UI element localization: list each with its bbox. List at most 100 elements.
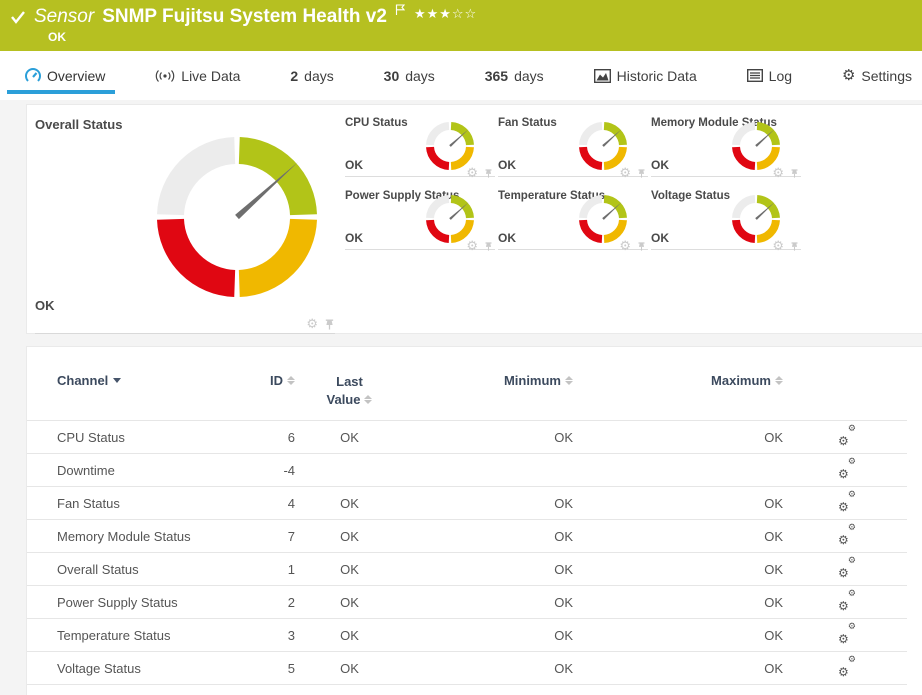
channel-maximum: OK [764,594,783,610]
tab-label: Settings [861,67,912,84]
channel-id: 4 [287,495,295,511]
pin-icon[interactable] [484,241,493,252]
channel-minimum [402,454,577,487]
pin-icon[interactable] [790,241,799,252]
column-header-maximum[interactable]: Maximum [577,373,787,421]
gauge-icon [25,67,41,82]
gauge-needle [602,202,622,220]
gauge-settings-icon[interactable]: ⚙ [306,317,318,332]
broadcast-icon [155,69,175,82]
channel-settings-icon[interactable]: ⚙ ⚙ [838,423,856,448]
table-row: Downtime -4 ⚙ ⚙ [27,453,907,487]
channel-name[interactable]: Power Supply Status [57,594,178,610]
table-header-row: Channel ID Last Value Minimum Maximum [27,373,907,421]
tab-label: Historic Data [616,67,697,84]
column-header-id[interactable]: ID [237,373,297,421]
channel-settings-icon[interactable]: ⚙ ⚙ [838,621,856,646]
tab-30-days[interactable]: 30 days [382,51,437,100]
channel-id: 3 [287,627,295,643]
channel-name[interactable]: Temperature Status [57,627,171,643]
tab-overview[interactable]: Overview [6,51,116,100]
overall-gauge-value: OK [35,298,55,313]
channel-id: 1 [287,561,295,577]
channel-maximum: OK [764,627,783,643]
table-row: Temperature Status 3 OK OK OK ⚙ ⚙ [27,618,907,652]
gauge-settings-icon[interactable]: ⚙ [772,166,784,181]
tab-settings[interactable]: ⚙ Settings [840,51,914,100]
channel-settings-icon[interactable]: ⚙ ⚙ [838,555,856,580]
overall-status-gauge [157,137,317,297]
channel-id: -4 [283,462,295,478]
pin-icon[interactable] [637,168,646,179]
channels-panel: Channel ID Last Value Minimum Maximum CP… [27,347,922,695]
column-header-last-value[interactable]: Last Value [297,373,402,421]
pin-icon[interactable] [637,241,646,252]
mini-gauge-temperature-status: Temperature Status OK ⚙ [498,185,648,254]
channel-id: 6 [287,429,295,445]
channel-settings-icon[interactable]: ⚙ ⚙ [838,489,856,514]
mini-gauges-grid: CPU Status OK ⚙ Fan Status [345,112,801,254]
mini-status-gauge [579,122,627,170]
tab-label: days [514,67,544,84]
column-header-minimum[interactable]: Minimum [402,373,577,421]
channel-maximum: OK [764,429,783,445]
gauge-settings-icon[interactable]: ⚙ [466,166,478,181]
gauge-settings-icon[interactable]: ⚙ [466,239,478,254]
table-row: Memory Module Status 7 OK OK OK ⚙ ⚙ [27,519,907,553]
channel-name[interactable]: Memory Module Status [57,528,191,544]
tab-2-days[interactable]: 2 days [288,51,335,100]
mini-gauge-title: Temperature Status [498,190,606,202]
tab-365-days[interactable]: 365 days [483,51,546,100]
pin-icon[interactable] [790,168,799,179]
channel-name[interactable]: Overall Status [57,561,139,577]
channel-last-value [297,454,402,487]
channel-settings-icon[interactable]: ⚙ ⚙ [838,654,856,679]
channel-last-value: OK [340,429,359,445]
pin-icon[interactable] [324,318,335,331]
mini-gauge-value: OK [345,158,363,172]
pin-icon[interactable] [484,168,493,179]
channel-name[interactable]: CPU Status [57,429,125,445]
gauge-needle [755,129,775,147]
flag-icon[interactable] [395,4,406,16]
channel-last-value: OK [340,627,359,643]
gauge-needle [755,202,775,220]
tab-num: 2 [290,67,299,84]
priority-stars[interactable]: ★★★☆☆ [413,7,478,22]
channel-settings-icon[interactable]: ⚙ ⚙ [838,588,856,613]
column-label: Maximum [711,373,771,388]
mini-gauge-memory-module-status: Memory Module Status OK ⚙ [651,112,801,181]
channel-name[interactable]: Fan Status [57,495,120,511]
mini-gauge-value: OK [651,231,669,245]
mini-gauge-value: OK [651,158,669,172]
column-label: Minimum [503,373,561,388]
tab-historic-data[interactable]: Historic Data [592,51,699,100]
gauges-panel: Overall Status OK ⚙ CPU Status OK [27,105,922,334]
channel-maximum: OK [764,561,783,577]
column-header-channel[interactable]: Channel [27,373,237,421]
gauge-settings-icon[interactable]: ⚙ [772,239,784,254]
channel-last-value: OK [340,660,359,676]
tab-log[interactable]: Log [745,51,794,100]
mini-gauge-cpu-status: CPU Status OK ⚙ [345,112,495,181]
tab-live-data[interactable]: Live Data [153,51,242,100]
gauge-needle [449,129,469,147]
channel-settings-icon[interactable]: ⚙ ⚙ [838,456,856,481]
mini-status-gauge [426,122,474,170]
mini-status-gauge [732,122,780,170]
tab-num: 365 [484,67,509,84]
overall-gauge-title: Overall Status [35,117,123,132]
tab-num: 30 [383,67,400,84]
gauge-settings-icon[interactable]: ⚙ [619,239,631,254]
channel-settings-icon[interactable]: ⚙ ⚙ [838,522,856,547]
sort-icon [287,376,295,386]
gauge-settings-icon[interactable]: ⚙ [619,166,631,181]
channel-id: 2 [287,594,295,610]
table-row: CPU Status 6 OK OK OK ⚙ ⚙ [27,420,907,454]
column-label: ID [270,373,283,388]
channel-id: 5 [287,660,295,676]
tab-label: Overview [47,67,106,84]
channel-name[interactable]: Voltage Status [57,660,141,676]
sensor-kind-label: Sensor [34,6,95,27]
channel-name[interactable]: Downtime [57,462,115,478]
